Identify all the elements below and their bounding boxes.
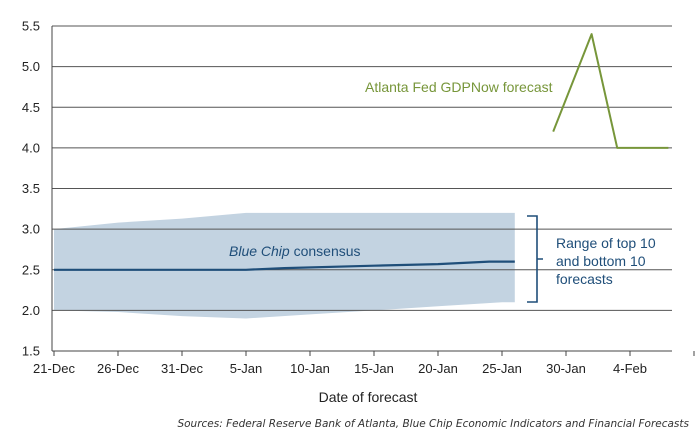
x-tick-label: 26-Dec — [97, 361, 139, 376]
y-tick-label: 5.5 — [22, 19, 40, 34]
source-note: Sources: Federal Reserve Bank of Atlanta… — [177, 418, 689, 430]
x-tick-label: 5-Jan — [230, 361, 263, 376]
x-axis-title: Date of forecast — [319, 389, 418, 405]
range-bracket — [527, 215, 543, 303]
bluechip-label-italic: Blue Chip — [229, 243, 290, 259]
y-tick-label: 2.5 — [22, 262, 40, 277]
y-tick-label: 2.0 — [22, 303, 40, 318]
x-tick-label: 31-Dec — [161, 361, 203, 376]
range-label-line-1: Range of top 10 — [556, 235, 656, 251]
bluechip-label-rest: consensus — [290, 243, 361, 259]
x-tick-label: 4-Feb — [613, 361, 647, 376]
range-label: Range of top 10 and bottom 10 forecasts — [556, 235, 660, 287]
y-tick-label: 3.0 — [22, 222, 40, 237]
bluechip-line — [54, 260, 515, 271]
x-tick-label: 10-Jan — [290, 361, 330, 376]
range-label-line-3: forecasts — [556, 271, 613, 287]
bluechip-label: Blue Chip consensus — [229, 243, 361, 259]
forecast-range-band — [54, 212, 515, 319]
y-tick-label: 5.0 — [22, 59, 40, 74]
x-tick-label: 25-Jan — [482, 361, 522, 376]
range-label-line-2: and bottom 10 — [556, 253, 646, 269]
y-tick-label: 4.5 — [22, 100, 40, 115]
x-tick-label: 30-Jan — [546, 361, 586, 376]
y-tick-label: 3.5 — [22, 181, 40, 196]
x-tick-label: 21-Dec — [33, 361, 75, 376]
x-tick-label: 20-Jan — [418, 361, 458, 376]
gdpnow-line — [552, 33, 669, 149]
y-tick-label: 1.5 — [22, 344, 40, 359]
x-tick-label: 15-Jan — [354, 361, 394, 376]
y-tick-label: 4.0 — [22, 140, 40, 155]
gdpnow-label: Atlanta Fed GDPNow forecast — [365, 79, 553, 95]
